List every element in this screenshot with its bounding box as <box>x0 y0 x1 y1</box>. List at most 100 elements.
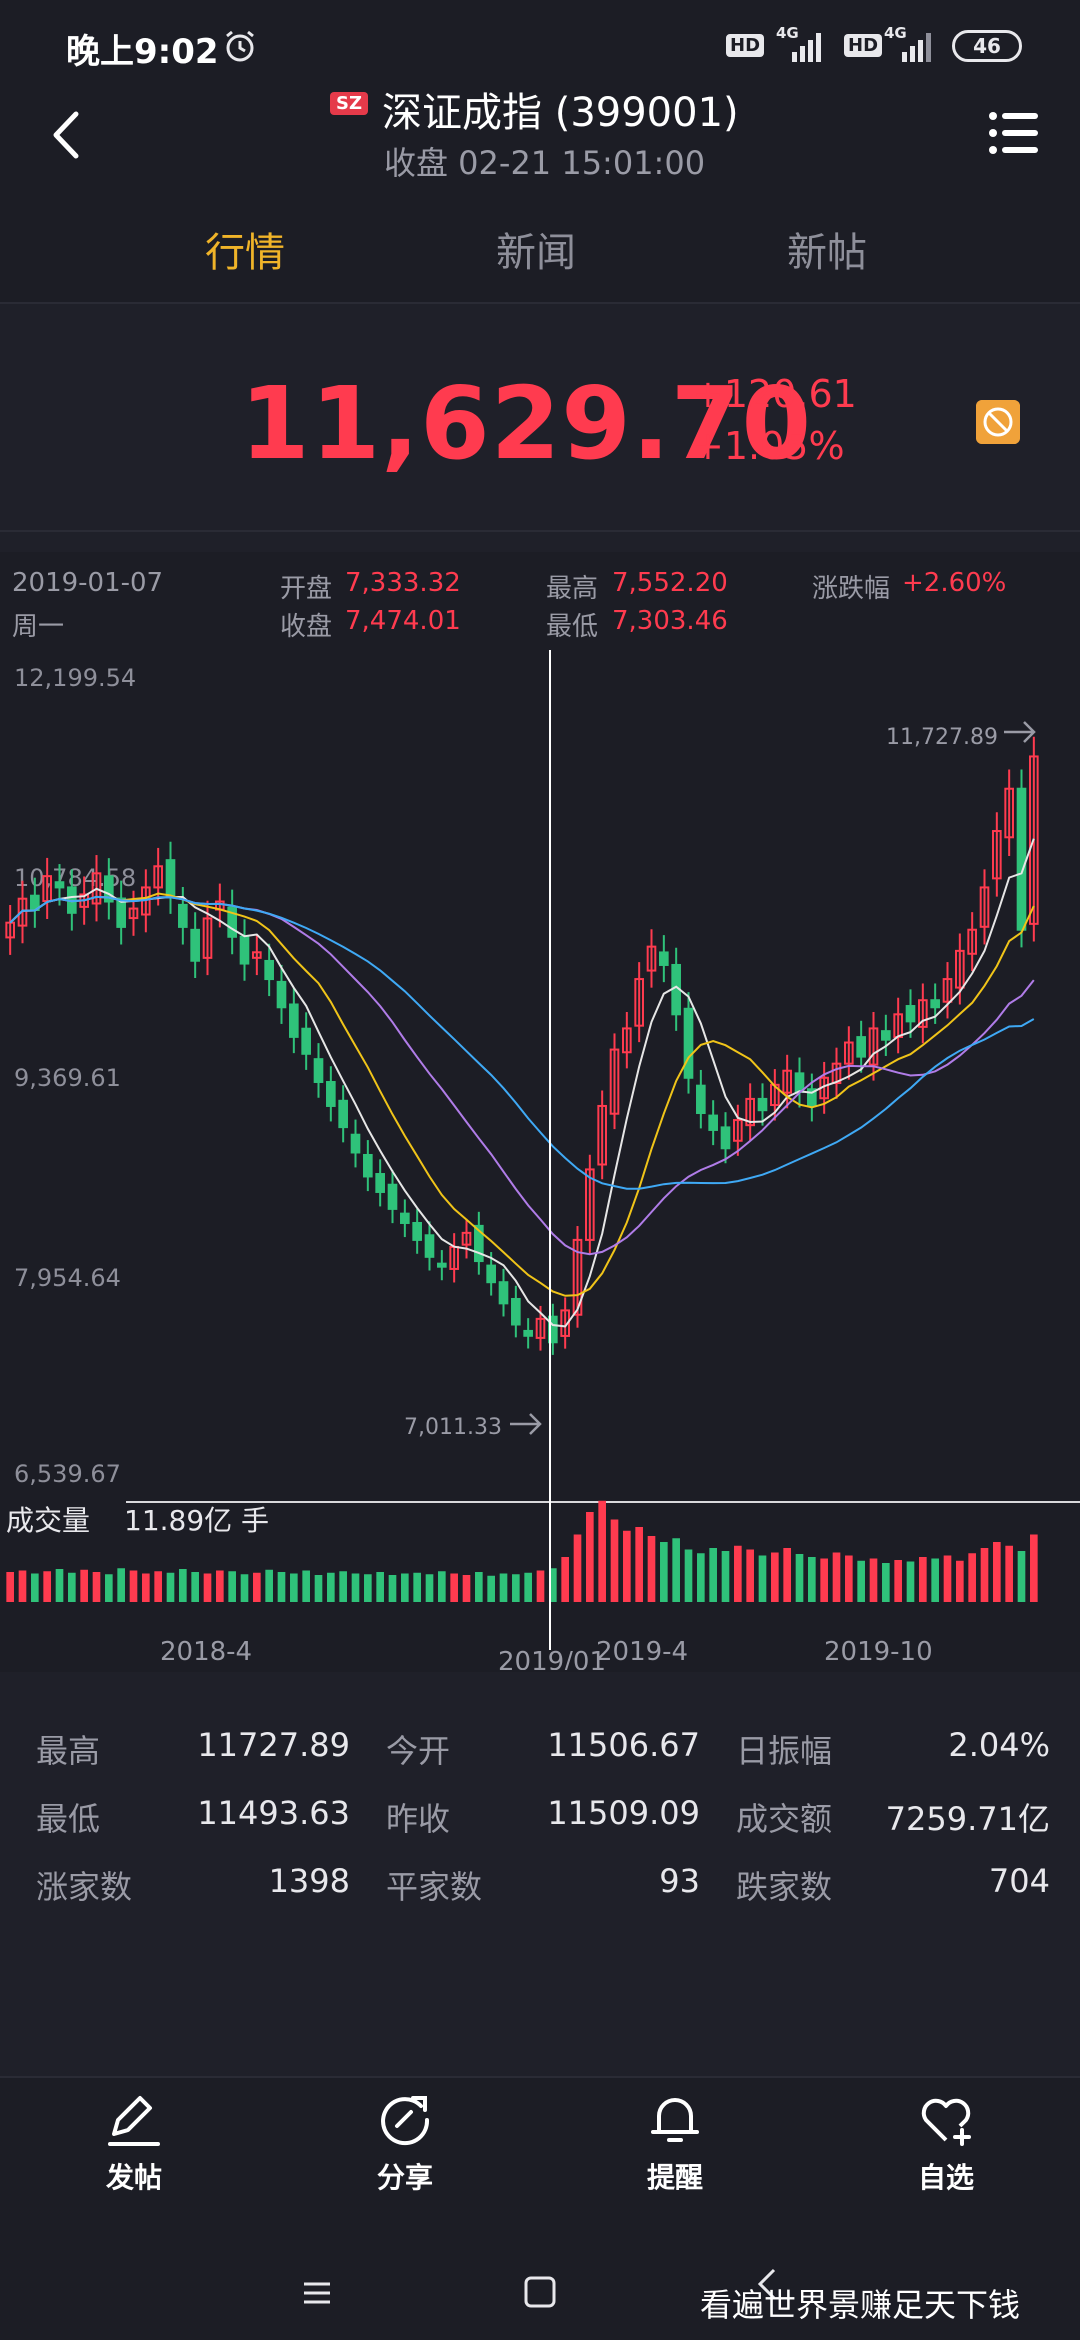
candle-body <box>560 1309 570 1337</box>
close-value: 7,474.01 <box>345 606 461 636</box>
volume-bar <box>536 1570 545 1602</box>
quote-panel <box>0 302 1080 532</box>
chart-panel[interactable] <box>0 552 1080 1672</box>
recent-apps-icon[interactable] <box>300 2276 334 2310</box>
low-label: 最低 <box>546 612 599 642</box>
change-label: 涨跌幅 <box>812 574 891 604</box>
candle-body <box>5 921 15 939</box>
network-type: 4G <box>776 24 799 42</box>
candle-body <box>375 1173 385 1193</box>
volume-bar <box>413 1572 421 1602</box>
candle-body <box>301 1027 311 1055</box>
crosshair-weekday: 周一 <box>12 612 65 642</box>
watermark: 看遍世界景赚足天下钱 <box>700 2286 1021 2324</box>
stat-label: 涨家数 <box>36 1868 133 1906</box>
volume-bar <box>216 1570 224 1602</box>
candle-body <box>128 907 139 920</box>
menu-button[interactable] <box>988 108 1040 158</box>
x-tick-label: 2019/01 <box>498 1647 606 1670</box>
candle-body <box>572 1238 583 1316</box>
volume-bar <box>610 1519 619 1602</box>
open-label: 开盘 <box>280 574 333 604</box>
candlestick-chart[interactable]: 12,199.54 10,784.58 9,369.61 7,954.64 6,… <box>0 650 1080 1670</box>
back-button[interactable] <box>40 100 94 170</box>
watchlist-button[interactable]: 自选 <box>876 2090 1016 2196</box>
signal-icon <box>792 33 821 62</box>
volume-bar <box>1017 1551 1026 1602</box>
ma5-line <box>9 838 1035 1328</box>
stats-panel <box>0 1690 1080 1960</box>
stat-value: 11727.89 <box>197 1726 350 1764</box>
volume-bar <box>795 1554 804 1602</box>
volume-bar <box>166 1572 175 1602</box>
nav-back-icon[interactable] <box>752 2264 782 2304</box>
stat-label: 日振幅 <box>736 1732 833 1770</box>
y-tick-label: 7,954.64 <box>14 1264 121 1292</box>
volume-bar <box>487 1575 495 1602</box>
volume-bar <box>191 1572 199 1602</box>
volume-bar <box>154 1571 162 1602</box>
status-bar <box>0 0 1080 92</box>
candle-body <box>696 1084 706 1115</box>
volume-bar <box>68 1572 76 1602</box>
tab-quotes[interactable]: 行情 <box>205 230 285 276</box>
candle-body <box>178 903 188 928</box>
volume-value: 11.89亿 手 <box>124 1504 269 1537</box>
volume-bar <box>635 1527 643 1602</box>
close-label: 收盘 <box>280 612 333 642</box>
volume-bar <box>709 1548 717 1602</box>
post-button[interactable]: 发帖 <box>64 2090 204 2196</box>
candle-body <box>91 872 102 905</box>
low-value: 7,303.46 <box>612 606 728 636</box>
volume-bar <box>179 1569 187 1602</box>
home-icon[interactable] <box>522 2274 558 2310</box>
volume-bar <box>820 1558 828 1602</box>
candle-body <box>104 875 114 903</box>
volume-bar <box>623 1530 631 1602</box>
candle-body <box>807 1088 817 1107</box>
volume-bar <box>228 1571 236 1602</box>
candle-body <box>992 830 1002 880</box>
tab-news[interactable]: 新闻 <box>496 230 576 276</box>
volume-bar <box>931 1558 939 1602</box>
volume-bar <box>783 1548 791 1602</box>
header <box>0 92 1080 302</box>
alert-button[interactable]: 提醒 <box>605 2090 745 2196</box>
max-arrow-icon <box>1004 721 1036 743</box>
stat-value: 93 <box>659 1862 700 1900</box>
stat-value: 704 <box>988 1862 1050 1900</box>
ma30-line <box>9 895 1035 1190</box>
tab-posts[interactable]: 新帖 <box>787 230 867 276</box>
candle-body <box>17 897 28 927</box>
candle-body <box>659 951 669 966</box>
volume-bar <box>968 1553 976 1602</box>
volume-bar <box>364 1574 372 1602</box>
post-label: 发帖 <box>105 2161 162 2194</box>
volume-bar <box>869 1558 878 1602</box>
volume-bar <box>993 1542 1001 1602</box>
volume-bar <box>265 1569 273 1602</box>
volume-bar <box>314 1575 323 1602</box>
stat-label: 最低 <box>36 1800 101 1838</box>
candle-body <box>967 928 977 955</box>
high-label: 最高 <box>546 574 599 604</box>
candle-body <box>733 1119 743 1142</box>
volume-bar <box>672 1538 680 1602</box>
volume-bar <box>808 1557 816 1602</box>
volume-bar <box>425 1574 434 1602</box>
max-price-label: 11,727.89 <box>886 725 998 750</box>
candle-body <box>276 980 287 1009</box>
candle-body <box>387 1183 398 1210</box>
ma10-line <box>9 892 1035 1297</box>
share-button[interactable]: 分享 <box>335 2090 475 2196</box>
volume-bar <box>43 1571 51 1602</box>
ad-block-icon[interactable] <box>976 400 1020 444</box>
x-tick-label: 2018-4 <box>160 1637 252 1667</box>
candle-body <box>326 1080 336 1107</box>
page-subtitle: 收盘 02-21 15:01:00 <box>384 144 706 182</box>
candle-body <box>153 865 163 889</box>
market-badge: SZ <box>330 92 369 115</box>
volume-bar <box>845 1555 853 1602</box>
candle-body <box>585 1168 595 1241</box>
candle-body <box>683 1007 694 1079</box>
